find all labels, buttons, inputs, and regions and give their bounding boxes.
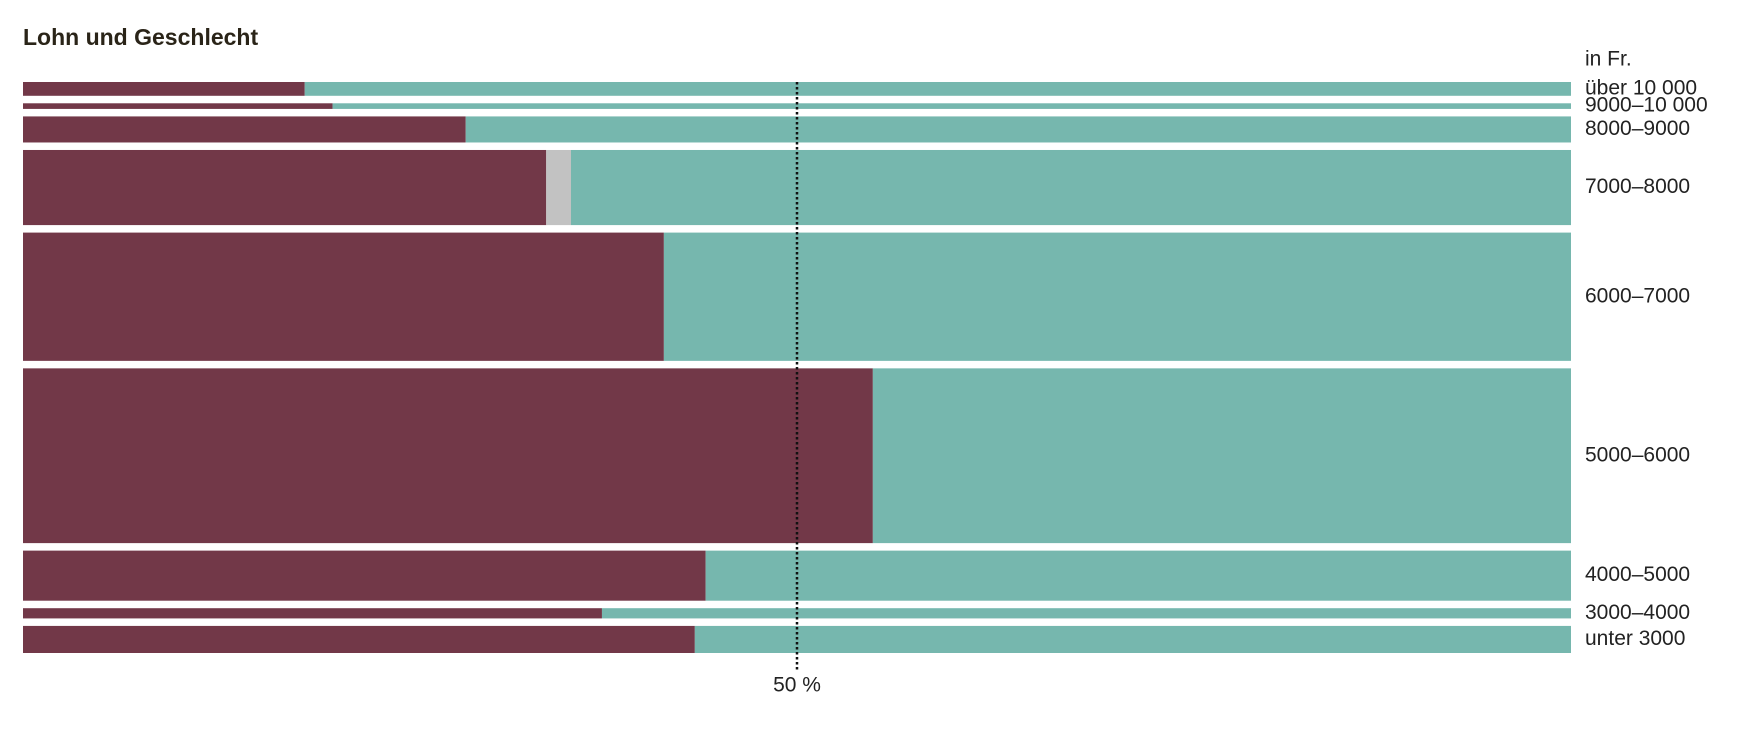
- row-label: 8000–9000: [1585, 117, 1690, 140]
- segment: [705, 550, 1571, 601]
- segment: [23, 116, 466, 143]
- segment: [546, 149, 571, 226]
- segment: [570, 149, 1571, 226]
- segment: [23, 625, 695, 653]
- row-label: 7000–8000: [1585, 175, 1690, 198]
- segment: [304, 82, 1572, 96]
- segment: [663, 232, 1571, 361]
- segment: [23, 149, 547, 226]
- segment: [23, 103, 333, 109]
- segment: [332, 103, 1572, 109]
- x-tick-label: 50 %: [773, 674, 821, 697]
- segment: [23, 550, 706, 601]
- segment: [23, 368, 873, 544]
- row-label: über 10 000: [1585, 76, 1697, 99]
- segment: [23, 232, 664, 361]
- chart-title: Lohn und Geschlecht: [23, 24, 258, 50]
- row-label: 5000–6000: [1585, 443, 1690, 466]
- row-label: 4000–5000: [1585, 563, 1690, 586]
- segment: [694, 625, 1571, 653]
- segment: [23, 82, 305, 96]
- segment: [601, 608, 1571, 619]
- segment: [872, 368, 1571, 544]
- row-label: 6000–7000: [1585, 284, 1690, 307]
- row-label: unter 3000: [1585, 627, 1685, 650]
- segment: [465, 116, 1571, 143]
- row-label: 3000–4000: [1585, 601, 1690, 624]
- unit-label: in Fr.: [1585, 48, 1632, 71]
- row-label: 9000–10 000: [1585, 94, 1708, 117]
- segment: [23, 608, 602, 619]
